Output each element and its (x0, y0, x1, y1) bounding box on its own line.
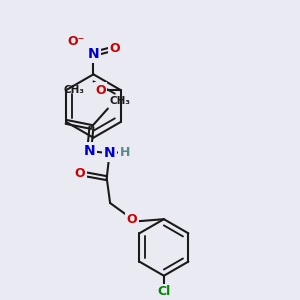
Text: N: N (83, 144, 95, 158)
Text: O: O (95, 84, 106, 97)
Text: O: O (75, 167, 86, 180)
Text: O: O (127, 213, 137, 226)
Text: O: O (110, 42, 120, 56)
Text: CH₃: CH₃ (109, 96, 130, 106)
Text: H: H (120, 146, 130, 159)
Text: N: N (88, 47, 99, 61)
Text: O⁻: O⁻ (68, 35, 85, 48)
Text: N: N (104, 146, 116, 160)
Text: Cl: Cl (157, 285, 170, 298)
Text: CH₃: CH₃ (63, 85, 84, 95)
